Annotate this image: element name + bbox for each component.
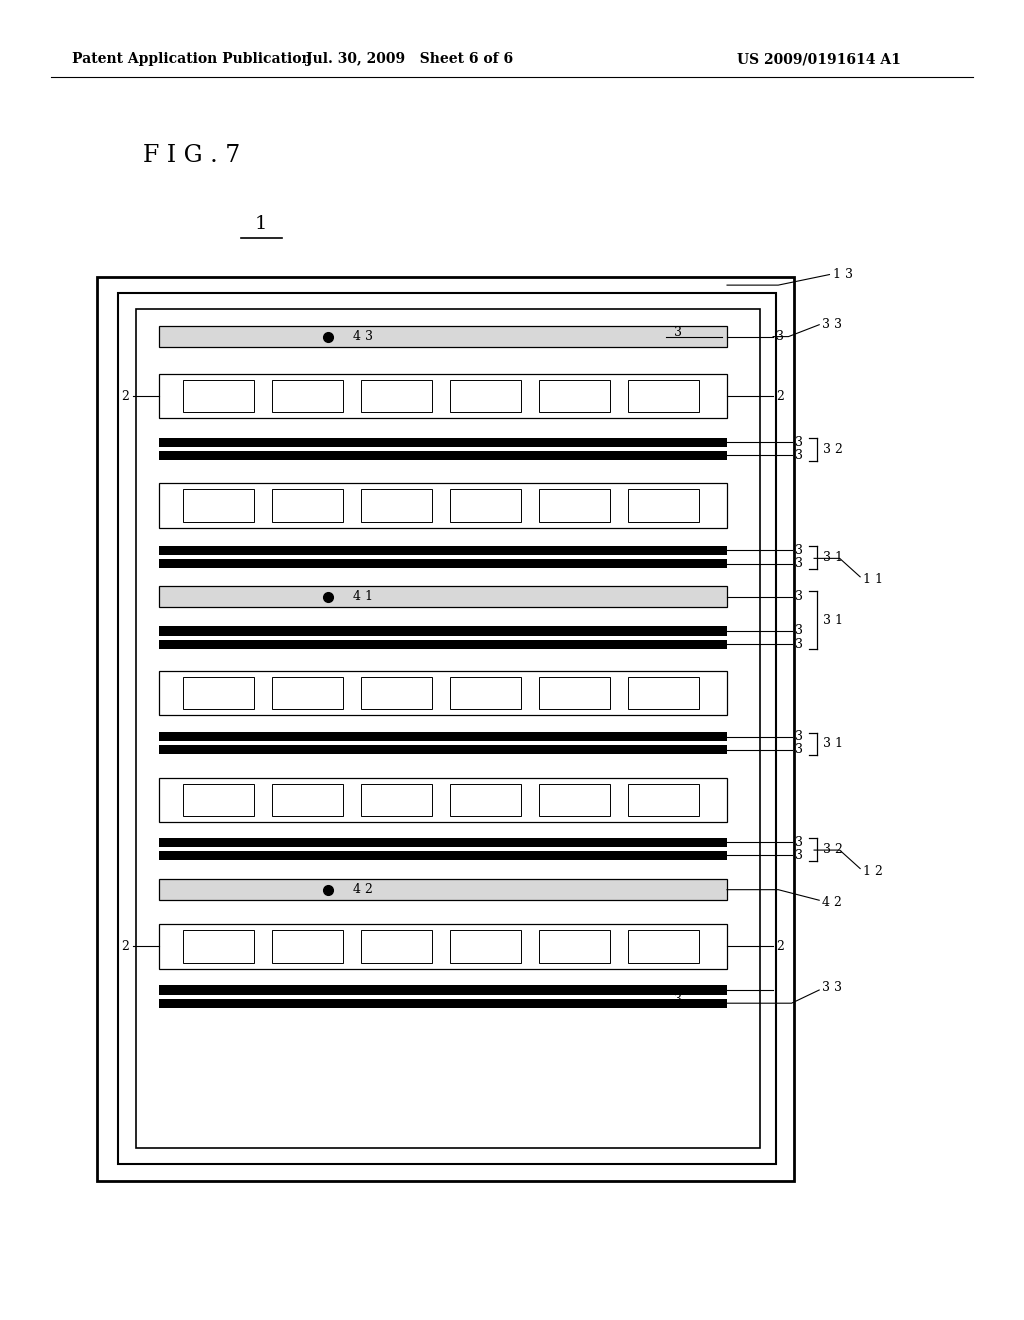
Bar xyxy=(628,677,699,709)
Bar xyxy=(272,784,343,816)
Text: 3: 3 xyxy=(795,436,803,449)
Bar xyxy=(183,784,254,816)
Bar xyxy=(159,838,727,847)
Bar xyxy=(159,671,727,715)
Bar xyxy=(183,380,254,412)
Text: 4 1: 4 1 xyxy=(353,590,374,603)
Text: 4 3: 4 3 xyxy=(353,330,374,343)
Text: 3 1: 3 1 xyxy=(823,614,844,627)
Bar xyxy=(628,784,699,816)
Text: 3: 3 xyxy=(795,849,803,862)
Bar xyxy=(539,931,610,962)
Bar xyxy=(159,731,727,741)
Bar xyxy=(159,626,727,635)
Bar xyxy=(539,490,610,521)
Text: 3: 3 xyxy=(795,730,803,743)
Text: 2: 2 xyxy=(121,940,129,953)
Bar xyxy=(361,380,432,412)
Bar xyxy=(539,380,610,412)
Bar xyxy=(272,490,343,521)
Text: 3: 3 xyxy=(674,326,682,339)
Bar xyxy=(361,931,432,962)
Text: 3: 3 xyxy=(795,743,803,756)
Bar xyxy=(159,546,727,554)
Bar xyxy=(183,931,254,962)
Bar xyxy=(628,490,699,521)
Text: 3 2: 3 2 xyxy=(823,444,843,455)
Text: 2: 2 xyxy=(776,389,784,403)
Text: 4 2: 4 2 xyxy=(353,883,373,896)
Text: 1: 1 xyxy=(255,215,267,234)
Text: 3 2: 3 2 xyxy=(823,843,843,855)
Text: 3: 3 xyxy=(795,638,803,651)
Text: 3: 3 xyxy=(795,544,803,557)
Text: 4 2: 4 2 xyxy=(822,896,842,909)
Text: 3: 3 xyxy=(795,449,803,462)
Bar xyxy=(159,985,727,995)
Bar xyxy=(539,784,610,816)
Text: F I G . 7: F I G . 7 xyxy=(143,144,241,168)
Bar xyxy=(136,309,760,1148)
Text: 3 3: 3 3 xyxy=(822,981,843,994)
Text: 2: 2 xyxy=(776,940,784,953)
Bar xyxy=(272,931,343,962)
Bar xyxy=(159,437,727,446)
Bar xyxy=(159,744,727,755)
Bar xyxy=(159,483,727,528)
Bar xyxy=(159,586,727,607)
Bar xyxy=(183,490,254,521)
Bar xyxy=(159,879,727,900)
Text: Jul. 30, 2009   Sheet 6 of 6: Jul. 30, 2009 Sheet 6 of 6 xyxy=(306,53,513,66)
Bar xyxy=(159,998,727,1008)
Text: 3: 3 xyxy=(776,330,784,343)
Bar xyxy=(361,490,432,521)
Text: 3: 3 xyxy=(795,624,803,638)
Bar xyxy=(159,639,727,648)
Text: US 2009/0191614 A1: US 2009/0191614 A1 xyxy=(737,53,901,66)
Bar xyxy=(118,293,776,1164)
Text: 3 1: 3 1 xyxy=(823,552,844,564)
Bar xyxy=(159,326,727,347)
Bar xyxy=(159,374,727,418)
Bar xyxy=(159,450,727,459)
Text: 3: 3 xyxy=(674,993,682,1006)
Bar xyxy=(539,677,610,709)
Bar xyxy=(628,931,699,962)
Bar xyxy=(450,931,521,962)
Bar xyxy=(361,784,432,816)
Bar xyxy=(628,380,699,412)
Bar xyxy=(183,677,254,709)
Text: 1 3: 1 3 xyxy=(833,268,853,281)
Text: Patent Application Publication: Patent Application Publication xyxy=(72,53,311,66)
Bar xyxy=(361,677,432,709)
Text: 3: 3 xyxy=(795,590,803,603)
Bar xyxy=(97,277,794,1181)
Bar xyxy=(450,677,521,709)
Bar xyxy=(159,924,727,969)
Text: 3 1: 3 1 xyxy=(823,738,844,750)
Text: 3 3: 3 3 xyxy=(822,318,843,331)
Bar xyxy=(272,677,343,709)
Text: 1 2: 1 2 xyxy=(863,865,883,878)
Bar xyxy=(159,851,727,861)
Bar xyxy=(450,380,521,412)
Bar xyxy=(159,777,727,822)
Text: 1 1: 1 1 xyxy=(863,573,884,586)
Text: 2: 2 xyxy=(121,389,129,403)
Bar xyxy=(159,560,727,568)
Text: 3: 3 xyxy=(795,557,803,570)
Bar xyxy=(272,380,343,412)
Bar xyxy=(450,784,521,816)
Text: 3: 3 xyxy=(795,836,803,849)
Bar xyxy=(450,490,521,521)
